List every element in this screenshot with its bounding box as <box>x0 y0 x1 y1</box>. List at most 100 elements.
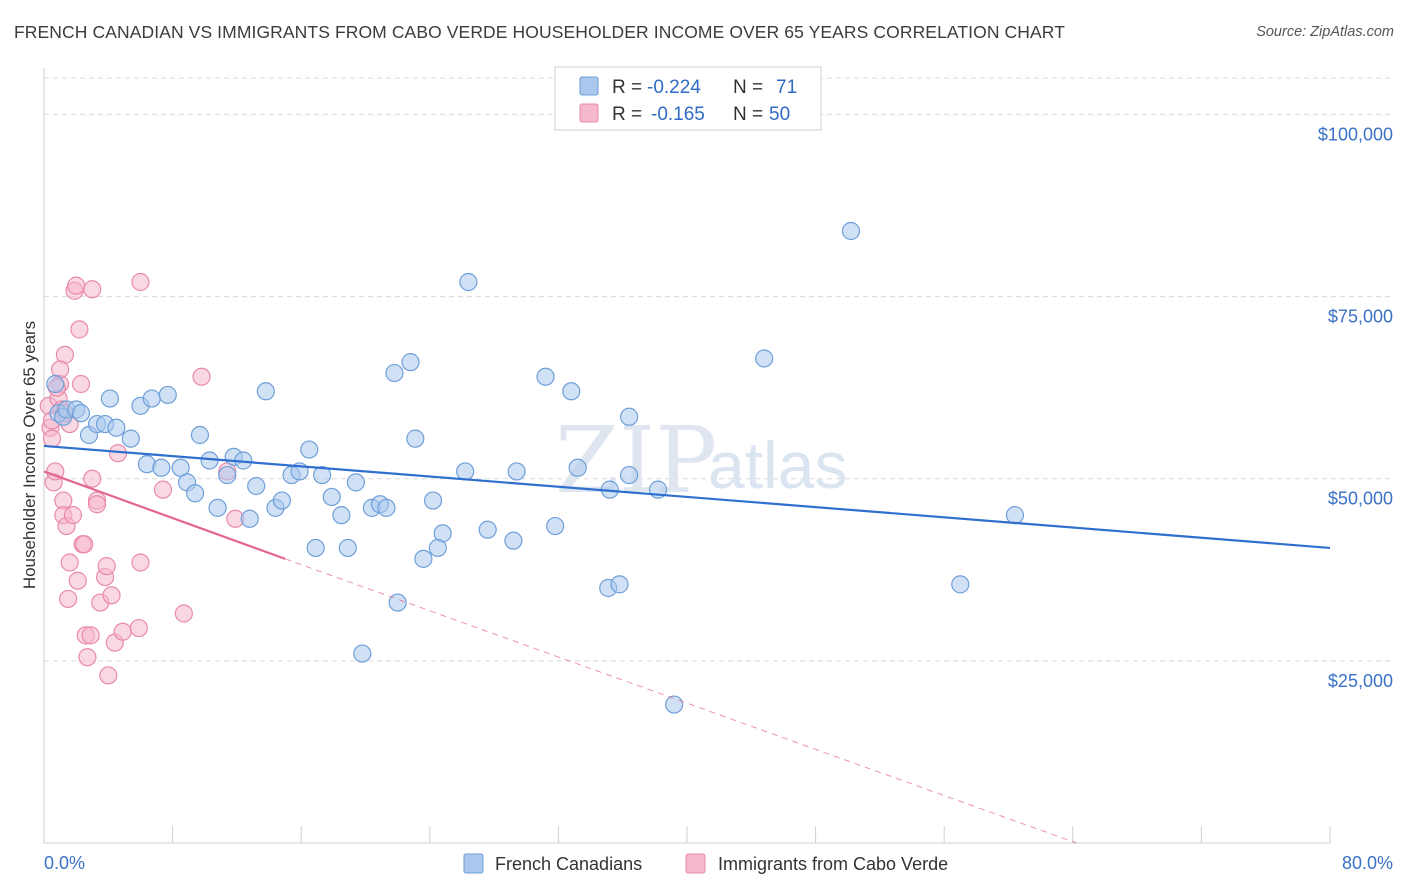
cabo-verde-point <box>131 553 150 572</box>
cabo-verde-point <box>83 280 102 299</box>
watermark-atlas: atlas <box>708 428 847 502</box>
cabo-verde-point <box>70 320 89 339</box>
x-tick-label-min: 0.0% <box>44 853 85 873</box>
french-canadian-point <box>665 695 684 714</box>
french-canadian-point <box>1005 506 1025 525</box>
cabo-verde-point <box>63 506 83 525</box>
legend-swatch-blue <box>579 76 599 96</box>
french-canadian-point <box>346 473 365 492</box>
axis-layer: $25,000 $50,000 $75,000 $100,000 0.0% 80.0% <box>43 68 1393 873</box>
french-canadian-point <box>951 575 970 594</box>
legend-r-value-b: -0.165 <box>651 104 705 125</box>
french-canadian-point <box>158 385 177 405</box>
y-tick-label: $100,000 <box>1318 124 1393 144</box>
legend-r-label-b: R = <box>612 104 642 125</box>
cabo-verde-point <box>60 553 79 572</box>
french-canadian-point <box>377 498 396 517</box>
french-canadian-point <box>46 374 65 394</box>
french-canadian-point <box>414 549 433 568</box>
french-canadian-point <box>218 465 237 485</box>
french-canadian-point <box>247 476 266 496</box>
french-canadian-point <box>312 465 332 485</box>
cabo-verde-point <box>97 557 116 576</box>
y-axis-title: Householder Income Over 65 years <box>20 321 39 589</box>
cabo-verde-point <box>129 618 148 638</box>
french-canadian-point <box>620 407 639 426</box>
french-canadian-point <box>546 516 565 536</box>
cabo-verde-point <box>81 626 100 645</box>
y-tick-label: $25,000 <box>1328 671 1393 691</box>
legend-swatch-pink <box>579 103 599 123</box>
grid-layer <box>44 77 1392 662</box>
french-canadian-point <box>107 418 126 437</box>
french-canadian-point <box>338 538 357 558</box>
french-canadian-point <box>388 593 407 612</box>
french-canadian-point <box>142 389 161 408</box>
series-swatch-french-canadians <box>463 853 484 874</box>
cabo-verde-point <box>59 589 78 609</box>
cabo-verde-point <box>75 535 94 554</box>
cabo-verde-point <box>99 666 118 685</box>
cabo-verde-point <box>113 622 132 641</box>
french-canadian-point <box>504 531 523 550</box>
y-tick-label: $75,000 <box>1328 307 1393 327</box>
french-canadian-point <box>459 272 478 292</box>
french-canadian-point <box>562 382 581 401</box>
french-canadian-point <box>100 389 120 408</box>
french-canadian-point <box>152 458 171 477</box>
cabo-verde-point <box>102 586 121 605</box>
french-canadian-point <box>507 462 526 481</box>
french-canadian-point <box>300 440 319 459</box>
cabo-verde-point <box>67 276 86 295</box>
cabo-verde-point <box>83 469 102 488</box>
french-canadian-point <box>406 429 425 448</box>
french-canadian-point <box>401 353 420 372</box>
french-canadian-point <box>306 538 325 558</box>
french-canadian-point <box>536 367 555 386</box>
cabo-verde-point <box>192 367 211 386</box>
correlation-legend: R = -0.224 N = 71 R = -0.165 N = 50 <box>554 66 822 131</box>
french-canadian-point <box>423 491 443 510</box>
cabo-verde-point <box>71 374 91 394</box>
cabo-verde-trendline <box>43 470 286 560</box>
french-canadian-point <box>186 484 205 503</box>
french-canadian-point <box>322 487 341 507</box>
french-canadian-points <box>46 221 1025 714</box>
french-canadian-point <box>755 349 774 368</box>
legend-r-label-a: R = <box>612 77 642 98</box>
legend-box <box>554 66 822 131</box>
french-canadian-point <box>385 363 404 383</box>
french-canadian-point <box>620 465 639 485</box>
cabo-verde-point <box>174 604 193 623</box>
cabo-verde-points <box>39 272 245 685</box>
french-canadian-point <box>568 458 587 477</box>
y-tick-label: $50,000 <box>1328 489 1393 509</box>
french-canadian-point <box>610 575 629 594</box>
french-canadian-point <box>478 520 497 539</box>
chart-title: FRENCH CANADIAN VS IMMIGRANTS FROM CABO … <box>14 22 1066 42</box>
legend-n-value-a: 71 <box>776 77 797 98</box>
legend-n-label-b: N = <box>733 104 763 125</box>
cabo-verde-point <box>68 571 87 590</box>
french-canadian-trendline <box>43 444 1331 550</box>
cabo-verde-point <box>153 480 173 499</box>
source-credit: Source: ZipAtlas.com <box>1256 24 1394 40</box>
cabo-verde-point <box>42 429 62 448</box>
french-canadian-point <box>256 382 275 401</box>
cabo-verde-trendline-extension <box>284 558 1077 844</box>
french-canadian-point <box>208 498 227 517</box>
x-tick-label-max: 80.0% <box>1342 853 1393 873</box>
french-canadian-point <box>71 404 91 423</box>
series-label-cabo-verde: Immigrants from Cabo Verde <box>718 854 948 874</box>
french-canadian-point <box>332 506 351 525</box>
series-swatch-cabo-verde <box>685 853 706 874</box>
french-canadian-point <box>428 538 447 558</box>
french-canadian-point <box>353 644 372 663</box>
cabo-verde-point <box>131 272 150 292</box>
french-canadian-point <box>456 462 475 481</box>
french-canadian-point <box>841 221 861 241</box>
trend-lines <box>43 444 1331 844</box>
legend-n-label-a: N = <box>733 77 763 98</box>
legend-n-value-b: 50 <box>769 104 790 125</box>
